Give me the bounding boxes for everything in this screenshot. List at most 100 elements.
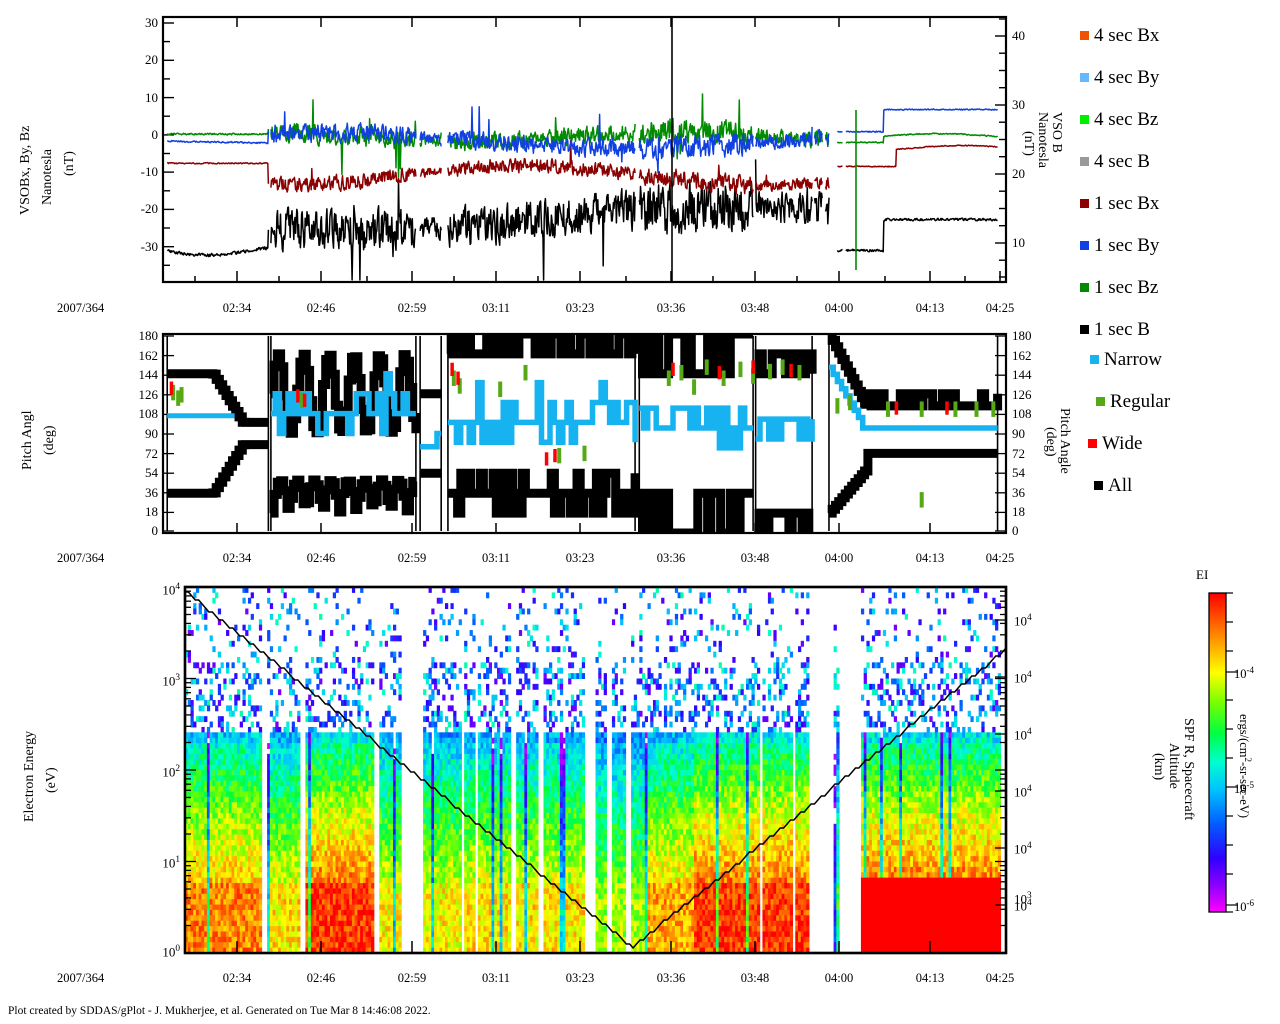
axis-tick-label: 180 — [1012, 328, 1032, 343]
legend-item-4-sec-by[interactable]: 4 sec By — [1080, 66, 1159, 88]
legend-swatch-icon — [1080, 72, 1089, 82]
legend-item-4-sec-b[interactable]: 4 sec B — [1080, 150, 1150, 172]
panel3-ylabel-line1: Electron Energy — [22, 730, 37, 822]
legend-item-all[interactable]: All — [1094, 474, 1132, 496]
legend-item-narrow[interactable]: Narrow — [1090, 348, 1162, 370]
axis-tick-label: 104 — [162, 582, 180, 598]
axis-tick-label: 72 — [145, 445, 158, 461]
legend-label: 1 sec By — [1094, 234, 1160, 256]
legend-item-1-sec-bx[interactable]: 1 sec Bx — [1080, 192, 1159, 214]
time-tick-label: 03:36 — [656, 551, 686, 565]
axis-tick-label: 104 — [1014, 841, 1032, 857]
legend-swatch-icon — [1088, 438, 1097, 448]
legend-label: 4 sec By — [1094, 66, 1160, 88]
time-tick-label: 04:00 — [824, 971, 854, 985]
time-tick-label: 02:34 — [222, 301, 252, 315]
axis-tick-label: 20 — [145, 52, 158, 68]
axis-tick-label: -10 — [140, 164, 158, 180]
time-tick-label: 04:00 — [824, 551, 854, 565]
axis-tick-label: 20 — [1012, 166, 1025, 181]
axis-tick-label: 180 — [138, 328, 159, 343]
legend-item-4-sec-bx[interactable]: 4 sec Bx — [1080, 24, 1159, 46]
axis-tick-label: 40 — [1012, 28, 1025, 43]
legend-label: Narrow — [1104, 348, 1163, 370]
axis-tick-label: 0 — [151, 523, 159, 538]
time-tick-label: 03:11 — [481, 301, 510, 315]
panel3-ylabel-right-line1: SPF R, Spacecraft — [1181, 718, 1196, 821]
time-tick-label: 04:13 — [915, 301, 945, 315]
colorbar-unit-part2: -sr-sec-eV) — [1236, 762, 1251, 818]
time-tick-label: 04:25 — [985, 971, 1015, 985]
date-label: 2007/364 — [57, 551, 105, 565]
panel1-ylabel-right-line3: (nT) — [1021, 131, 1036, 156]
legend-label: 1 sec B — [1094, 318, 1150, 340]
legend-label: All — [1108, 474, 1133, 496]
legend-swatch-icon — [1080, 30, 1089, 40]
time-tick-label: 02:46 — [306, 551, 336, 565]
legend-label: 1 sec Bz — [1094, 276, 1159, 298]
axis-tick-label: 30 — [1012, 97, 1025, 112]
panel-pitch-angle — [161, 332, 1008, 535]
colorbar-unit-part1: ergs/(cm — [1236, 714, 1251, 758]
axis-tick-label: 104 — [1014, 670, 1032, 686]
axis-tick-label: 36 — [1012, 484, 1025, 500]
time-tick-label: 03:11 — [481, 551, 510, 565]
legend: 4 sec Bx 4 sec By 4 sec Bz 4 sec B 1 sec Bx 1… — [1080, 12, 1270, 522]
axis-tick-label: 104 — [1014, 613, 1032, 629]
axis-tick-label: 144 — [138, 367, 159, 383]
axis-tick-label: 144 — [1012, 367, 1032, 383]
time-tick-label: 03:11 — [481, 971, 510, 985]
panel-electron-spectrogram — [183, 585, 1008, 955]
time-tick-label: 04:13 — [915, 551, 945, 565]
time-tick-label: 02:46 — [306, 301, 336, 315]
legend-item-1-sec-bz[interactable]: 1 sec Bz — [1080, 276, 1158, 298]
axis-tick-label: 100 — [162, 944, 180, 960]
time-tick-label: 04:25 — [985, 551, 1015, 565]
time-tick-label: 03:23 — [565, 971, 595, 985]
panel1-ylabel-line3: (nT) — [62, 151, 77, 176]
axis-tick-label: 108 — [138, 406, 159, 422]
axis-tick-label: 36 — [145, 484, 158, 500]
axis-tick-label: 103 — [1014, 891, 1032, 907]
legend-swatch-icon — [1080, 240, 1089, 250]
panel1-traces — [166, 17, 999, 282]
panel-magnetometer — [161, 15, 1008, 284]
legend-swatch-icon — [1094, 480, 1103, 490]
axis-tick-label: 126 — [138, 386, 159, 402]
legend-swatch-icon — [1080, 282, 1089, 292]
panel1-bottom-ticks — [194, 271, 1001, 282]
axis-tick-label: 18 — [1012, 504, 1025, 520]
legend-label: Regular — [1110, 390, 1171, 412]
axis-tick-label: 126 — [1012, 386, 1032, 402]
legend-item-1-sec-b[interactable]: 1 sec B — [1080, 318, 1150, 340]
time-tick-label: 02:34 — [222, 551, 252, 565]
panel3-bottom-ticks — [236, 941, 931, 953]
axis-tick-label: 104 — [1014, 898, 1032, 914]
date-label: 2007/364 — [57, 971, 105, 985]
time-tick-label: 03:23 — [565, 301, 595, 315]
legend-item-4-sec-bz[interactable]: 4 sec Bz — [1080, 108, 1158, 130]
time-tick-label: 02:59 — [397, 301, 427, 315]
axis-tick-label: 90 — [1012, 426, 1025, 441]
panel1-right-ticks — [995, 18, 1006, 278]
legend-item-regular[interactable]: Regular — [1096, 390, 1170, 412]
colorbar-tick-label: 10-4 — [1234, 665, 1254, 682]
time-tick-label: 02:59 — [397, 971, 427, 985]
panel1-top-ticks — [236, 17, 931, 27]
time-tick-label: 02:34 — [222, 971, 252, 985]
axis-tick-label: -30 — [140, 238, 158, 254]
time-tick-label: 03:48 — [740, 971, 770, 985]
time-tick-label: 03:48 — [740, 301, 770, 315]
legend-item-1-sec-by[interactable]: 1 sec By — [1080, 234, 1159, 256]
legend-label: 4 sec Bz — [1094, 108, 1159, 130]
axis-tick-label: 101 — [162, 855, 180, 871]
panel3-ylabel-right-line3: (km) — [1151, 753, 1166, 781]
axis-tick-label: -20 — [140, 201, 158, 217]
panel3-ylabel-line2: (eV) — [44, 767, 59, 793]
axis-tick-label: 103 — [162, 673, 180, 689]
legend-item-wide[interactable]: Wide — [1088, 432, 1142, 454]
time-tick-label: 03:48 — [740, 551, 770, 565]
panel2-ylabel-line2: (deg) — [42, 425, 57, 455]
time-tick-label: 04:25 — [985, 301, 1015, 315]
